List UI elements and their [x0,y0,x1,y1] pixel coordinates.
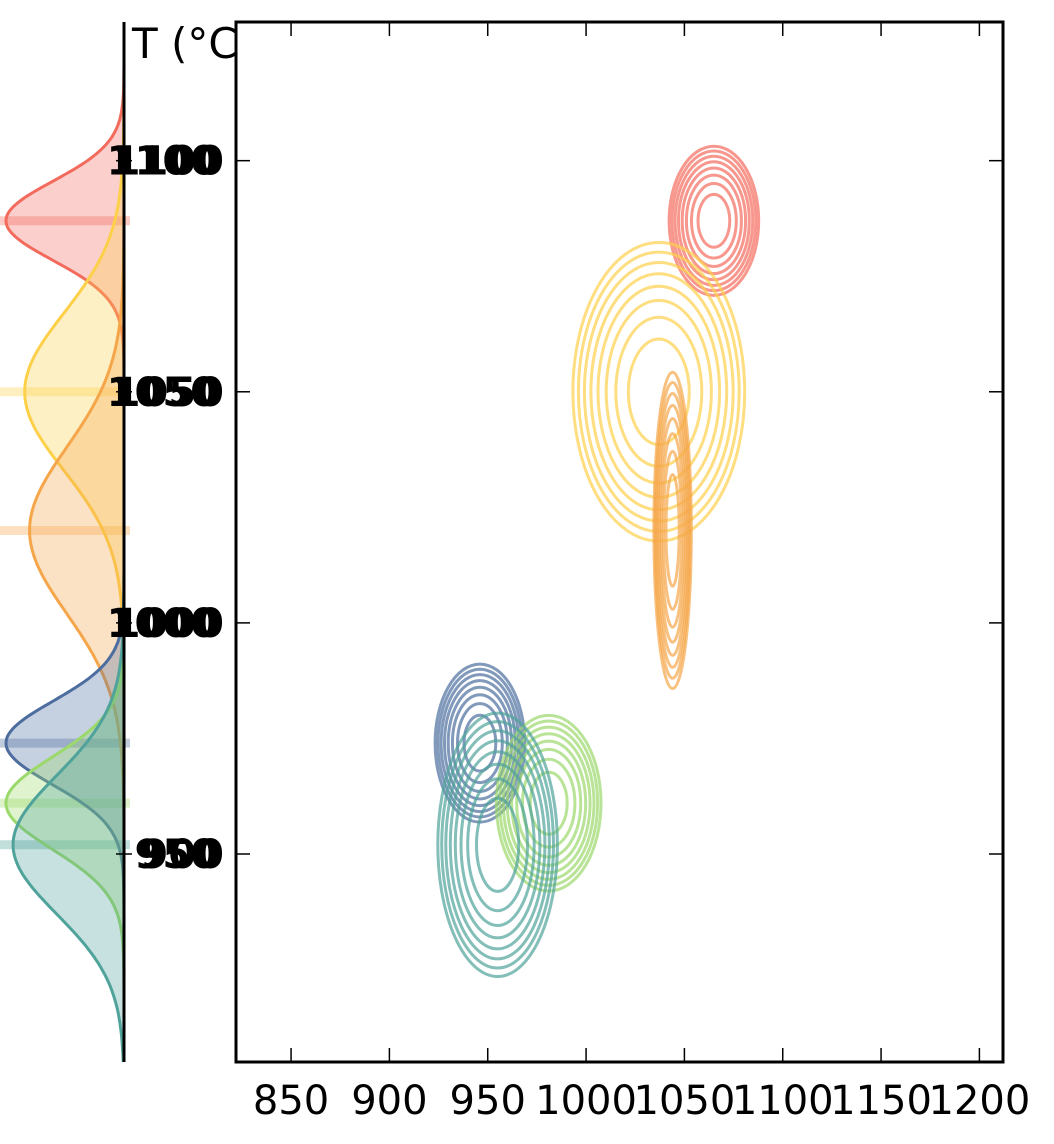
contour-level [696,192,732,249]
y-tick-label-overprint: 1100 [113,139,224,185]
contour-level [448,739,547,951]
contour-level [652,370,693,691]
y-tick-label-overprint: 1000 [113,601,224,647]
x-tick-label: 850 [253,1078,329,1124]
y-tick-label: 1100 [107,139,218,185]
contour-level [444,729,551,961]
y-tick-label-overprint: 900 [141,832,225,878]
contour-level [684,173,743,269]
contour-level [436,711,559,978]
x-tick-label: 1100 [732,1078,834,1124]
y-axis-label: T (°C) [131,19,254,68]
y-tick-label-overprint: 1050 [113,370,224,416]
contour-level [439,673,521,814]
marginal-density-fill [6,22,124,1062]
y-tick-label: 1050 [107,370,218,416]
contour-level [466,777,530,913]
contour-level [456,702,504,785]
x-tick-label: 1000 [535,1078,637,1124]
contour-level [453,750,542,940]
contour-level [673,154,755,287]
marginal-density-fill [6,22,124,1062]
contour-level [475,796,521,893]
marginal-density-fill [13,22,125,1062]
x-tick-label: 1050 [634,1078,736,1124]
x-tick-label: 950 [450,1078,526,1124]
contour-level [440,720,556,970]
marginal-density-fill [24,22,125,1062]
marginal-density-fill [29,22,125,1062]
marginal-density-fill [6,22,124,1062]
contour-level [657,417,688,644]
contour-level [667,144,761,297]
contour-level [690,182,738,260]
y-tick-label: 1000 [107,601,218,647]
contour-level [459,762,536,927]
plot-frame [234,20,1005,1064]
contour-level [462,713,498,773]
contour-level [664,473,681,588]
x-tick-label: 900 [351,1078,427,1124]
y-tick-label: 950 [135,832,219,878]
contour-level [501,725,596,881]
contour-level [661,449,684,611]
contour-level [680,166,748,276]
x-tick-label: 1200 [929,1078,1031,1124]
contour-level [498,719,600,887]
contour-level [659,432,686,629]
x-tick-label: 1150 [830,1078,932,1124]
